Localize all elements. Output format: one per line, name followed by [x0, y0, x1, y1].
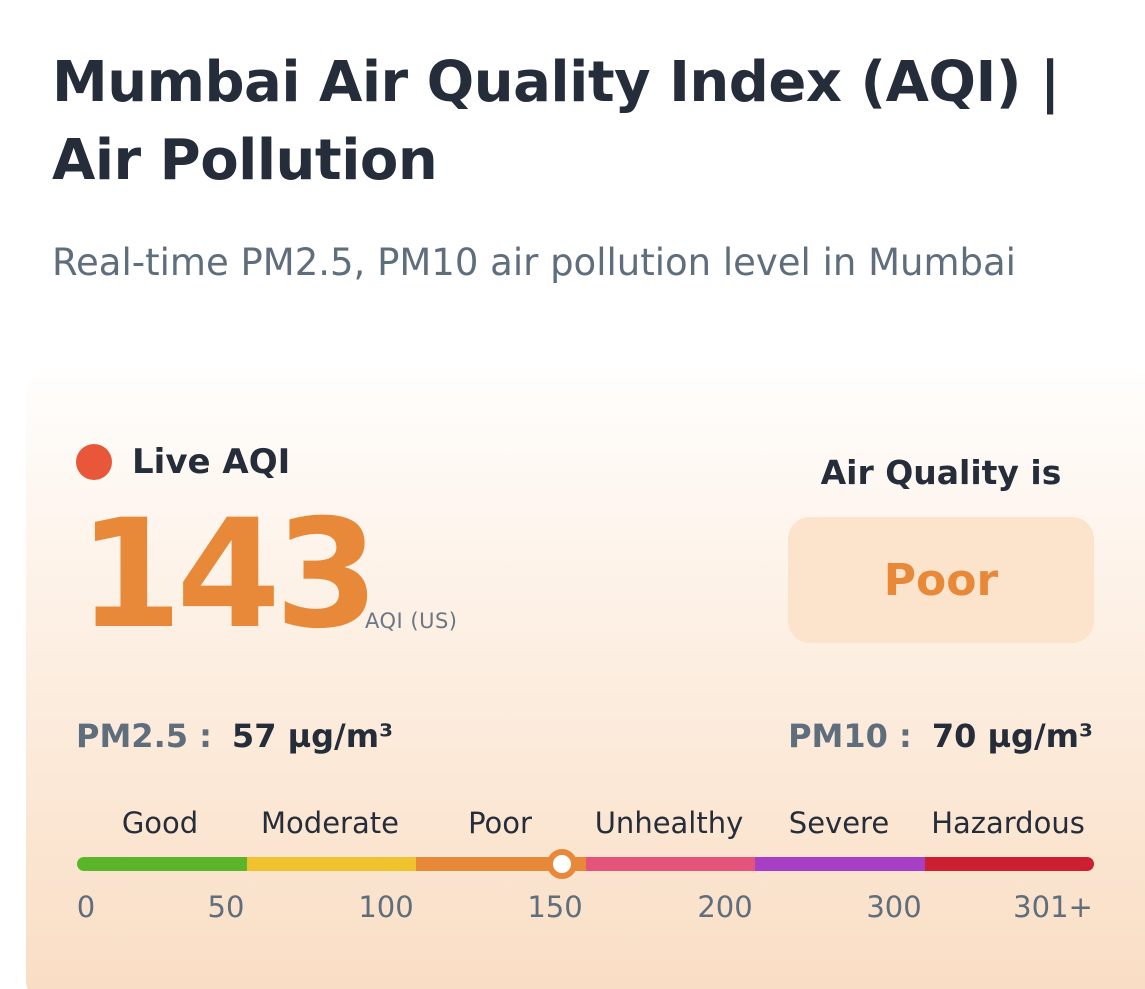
scale-tick: 200	[697, 890, 753, 924]
scale-tick: 100	[358, 890, 414, 924]
scale-segment-good	[77, 857, 247, 871]
pm25-value: 57 µg/m³	[231, 717, 394, 755]
air-quality-status-badge: Poor	[788, 517, 1094, 643]
scale-segment-poor	[416, 857, 586, 871]
scale-tick: 150	[527, 890, 583, 924]
scale-segment-severe	[755, 857, 925, 871]
scale-tick: 50	[207, 890, 245, 924]
pm25-label: PM2.5 :	[76, 717, 212, 755]
scale-label-moderate: Moderate	[261, 806, 399, 840]
pm10-value: 70 µg/m³	[931, 717, 1093, 755]
aqi-unit: AQI (US)	[365, 609, 458, 633]
scale-label-unhealthy: Unhealthy	[594, 806, 744, 840]
scale-tick: 300	[866, 890, 922, 924]
aqi-scale-ticks: 0 50 100 150 200 300 301+	[76, 890, 1094, 930]
aqi-card	[26, 368, 1145, 989]
live-aqi-row: Live AQI	[76, 440, 290, 484]
scale-tick: 301+	[1013, 890, 1093, 924]
scale-segment-unhealthy	[585, 857, 755, 871]
scale-label-hazardous: Hazardous	[931, 806, 1085, 840]
scale-segment-hazardous	[924, 857, 1094, 871]
air-quality-heading: Air Quality is	[820, 453, 1062, 492]
pm10-label: PM10 :	[788, 717, 912, 755]
air-quality-status: Poor	[883, 554, 999, 606]
scale-label-severe: Severe	[788, 806, 890, 840]
aqi-scale-labels: Good Moderate Poor Unhealthy Severe Haza…	[76, 806, 1094, 850]
page-subtitle: Real-time PM2.5, PM10 air pollution leve…	[52, 241, 1016, 284]
scale-segment-moderate	[246, 857, 416, 871]
scale-label-poor: Poor	[468, 806, 532, 840]
pm25-reading: PM2.5 : 57 µg/m³	[76, 714, 393, 758]
aqi-scale-bar	[77, 857, 1094, 871]
page-title: Mumbai Air Quality Index (AQI) | Air Pol…	[52, 50, 1060, 193]
aqi-value: 143	[78, 488, 379, 662]
scale-label-good: Good	[121, 806, 199, 840]
aqi-marker-icon	[547, 849, 578, 879]
pm10-reading: PM10 : 70 µg/m³	[788, 714, 1093, 758]
scale-tick: 0	[76, 890, 96, 924]
live-aqi-label: Live AQI	[132, 442, 291, 482]
live-dot-icon	[76, 444, 112, 480]
